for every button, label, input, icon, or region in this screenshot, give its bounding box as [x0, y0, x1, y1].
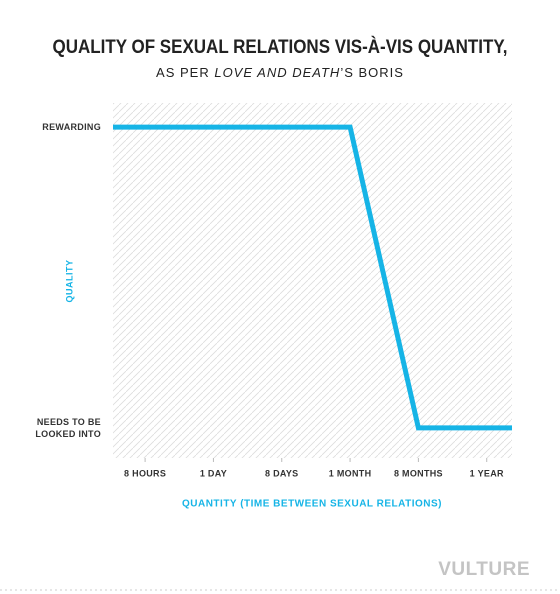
x-tick-label: 1 MONTH [329, 468, 372, 478]
subtitle-part: LOVE AND DEATH [214, 65, 340, 80]
x-tick-label: 8 MONTHS [394, 468, 443, 478]
y-axis-label: QUALITY [64, 260, 74, 303]
chart-subtitle: AS PER LOVE AND DEATH’S BORIS [156, 65, 404, 80]
subtitle-part: ’S BORIS [340, 65, 404, 80]
x-tick-label: 1 YEAR [470, 468, 504, 478]
x-tick-label: 8 DAYS [265, 468, 299, 478]
x-tick-label: 8 HOURS [124, 468, 166, 478]
x-tick-label: 1 DAY [200, 468, 227, 478]
logo: VULTURE [438, 559, 530, 580]
x-axis-label: QUANTITY (TIME BETWEEN SEXUAL RELATIONS) [182, 499, 442, 510]
chart-title: QUALITY OF SEXUAL RELATIONS VIS-À-VIS QU… [53, 36, 508, 58]
y-tick-label: NEEDS TO BE LOOKED INTO [35, 416, 101, 439]
y-tick-label: REWARDING [42, 122, 101, 133]
subtitle-part: AS PER [156, 65, 214, 80]
plot-area [113, 103, 512, 458]
data-line [113, 124, 512, 431]
